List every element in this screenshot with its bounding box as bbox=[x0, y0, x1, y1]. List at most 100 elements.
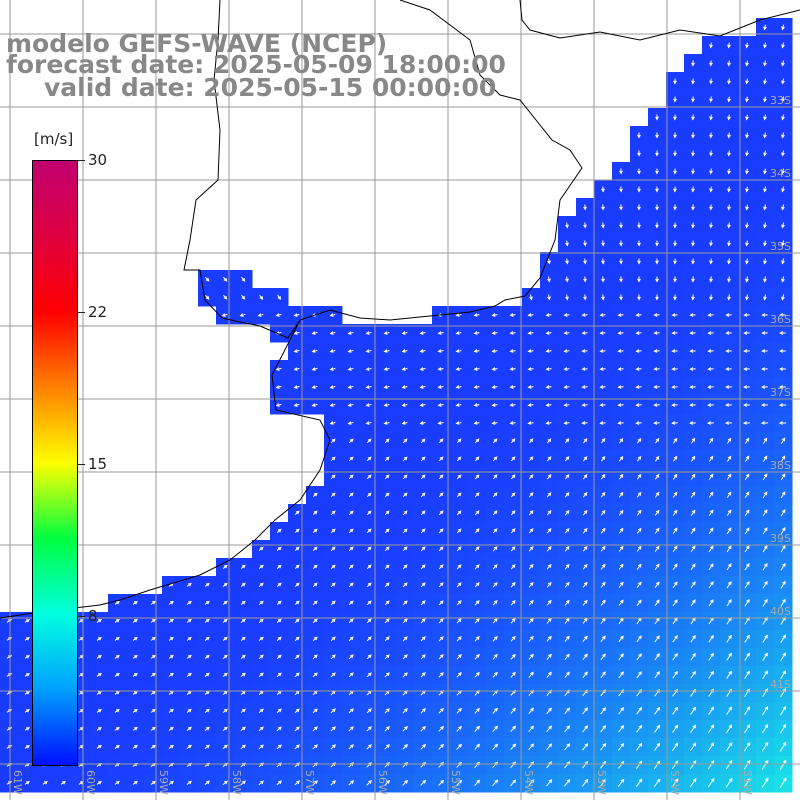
wind-arrow bbox=[132, 636, 138, 641]
wind-arrow bbox=[563, 421, 570, 425]
wind-arrow bbox=[762, 580, 768, 589]
wind-arrow bbox=[114, 690, 120, 695]
wind-arrow bbox=[564, 671, 570, 678]
wind-arrow bbox=[509, 367, 516, 371]
wind-arrow bbox=[330, 564, 336, 570]
wind-arrow bbox=[763, 78, 767, 85]
wind-arrow bbox=[420, 456, 426, 462]
wind-arrow bbox=[582, 563, 588, 570]
wind-arrow bbox=[240, 726, 246, 732]
wind-arrow bbox=[690, 545, 696, 553]
wind-arrow bbox=[348, 636, 354, 642]
wind-arrow bbox=[564, 778, 571, 787]
wind-arrow bbox=[581, 367, 588, 371]
wind-arrow bbox=[725, 403, 732, 407]
wind-arrow bbox=[384, 654, 390, 660]
wind-arrow bbox=[491, 349, 498, 353]
wind-arrow bbox=[763, 150, 767, 157]
wind-arrow bbox=[96, 727, 102, 731]
wind-arrow bbox=[708, 437, 714, 444]
wind-arrow bbox=[725, 331, 732, 335]
wind-arrow bbox=[438, 474, 444, 480]
wind-arrow bbox=[781, 114, 785, 121]
wind-arrow bbox=[762, 562, 768, 571]
wind-arrow bbox=[204, 618, 210, 623]
wind-arrow bbox=[599, 313, 606, 317]
wind-arrow bbox=[456, 582, 462, 588]
wind-arrow bbox=[709, 96, 713, 103]
wind-arrow bbox=[546, 546, 552, 552]
wind-arrow bbox=[330, 618, 336, 624]
wind-arrow bbox=[366, 636, 372, 642]
wind-arrow bbox=[276, 636, 282, 642]
wind-arrow bbox=[708, 527, 714, 535]
wind-arrow bbox=[150, 726, 156, 731]
wind-arrow bbox=[168, 636, 174, 641]
wind-arrow bbox=[420, 618, 426, 624]
wind-arrow bbox=[618, 545, 624, 552]
wind-arrow bbox=[330, 528, 336, 534]
wind-arrow bbox=[383, 403, 390, 407]
wind-arrow bbox=[619, 276, 623, 283]
wind-arrow bbox=[726, 652, 732, 661]
wind-arrow bbox=[582, 635, 588, 642]
wind-arrow bbox=[456, 456, 462, 462]
wind-arrow bbox=[582, 671, 588, 679]
wind-arrow bbox=[581, 403, 588, 407]
wind-arrow bbox=[204, 276, 210, 282]
wind-arrow bbox=[168, 672, 174, 677]
wind-arrow bbox=[312, 510, 318, 516]
wind-arrow bbox=[744, 509, 750, 517]
wind-arrow bbox=[24, 691, 31, 695]
wind-arrow bbox=[743, 367, 750, 371]
wind-arrow bbox=[455, 403, 462, 407]
wind-arrow bbox=[600, 527, 606, 534]
wind-arrow bbox=[689, 385, 696, 389]
wind-arrow bbox=[727, 42, 731, 49]
wind-arrow bbox=[150, 600, 156, 605]
wind-arrow bbox=[276, 564, 282, 570]
wind-arrow bbox=[168, 600, 174, 605]
wind-arrow bbox=[727, 132, 731, 139]
wind-arrow bbox=[473, 385, 480, 389]
wind-arrow bbox=[673, 78, 677, 85]
wind-arrow bbox=[222, 276, 228, 282]
wind-arrow bbox=[455, 331, 462, 335]
wind-arrow bbox=[492, 510, 498, 516]
wind-arrow bbox=[617, 421, 624, 425]
wind-arrow bbox=[599, 421, 606, 425]
wind-arrow bbox=[384, 582, 390, 588]
wind-arrow bbox=[474, 618, 480, 624]
wind-arrow bbox=[365, 421, 372, 425]
wind-arrow bbox=[654, 653, 660, 661]
wind-arrow bbox=[528, 510, 534, 516]
wind-arrow bbox=[689, 778, 697, 788]
wind-arrow bbox=[708, 473, 714, 480]
wind-arrow bbox=[528, 743, 535, 751]
wind-arrow bbox=[725, 313, 732, 317]
wind-arrow bbox=[114, 654, 120, 659]
wind-arrow bbox=[132, 708, 138, 713]
wind-arrow bbox=[366, 492, 372, 498]
wind-arrow bbox=[636, 581, 642, 588]
wind-arrow bbox=[708, 491, 714, 498]
wind-arrow bbox=[132, 780, 138, 785]
wind-arrow bbox=[419, 403, 426, 407]
wind-arrow bbox=[761, 385, 768, 389]
wind-arrow bbox=[293, 367, 300, 371]
wind-arrow bbox=[528, 564, 534, 570]
wind-arrow bbox=[618, 635, 624, 643]
wind-arrow bbox=[204, 600, 210, 605]
wind-arrow bbox=[401, 403, 408, 407]
wind-arrow bbox=[510, 474, 516, 480]
wind-arrow bbox=[727, 240, 731, 247]
wind-arrow bbox=[727, 96, 731, 103]
wind-arrow bbox=[330, 726, 336, 732]
wind-arrow bbox=[312, 636, 318, 642]
wind-arrow bbox=[654, 509, 660, 516]
longitude-label: 53W bbox=[595, 770, 608, 795]
wind-arrow bbox=[258, 564, 264, 569]
wind-arrow bbox=[636, 473, 642, 480]
wind-arrow bbox=[348, 546, 354, 552]
